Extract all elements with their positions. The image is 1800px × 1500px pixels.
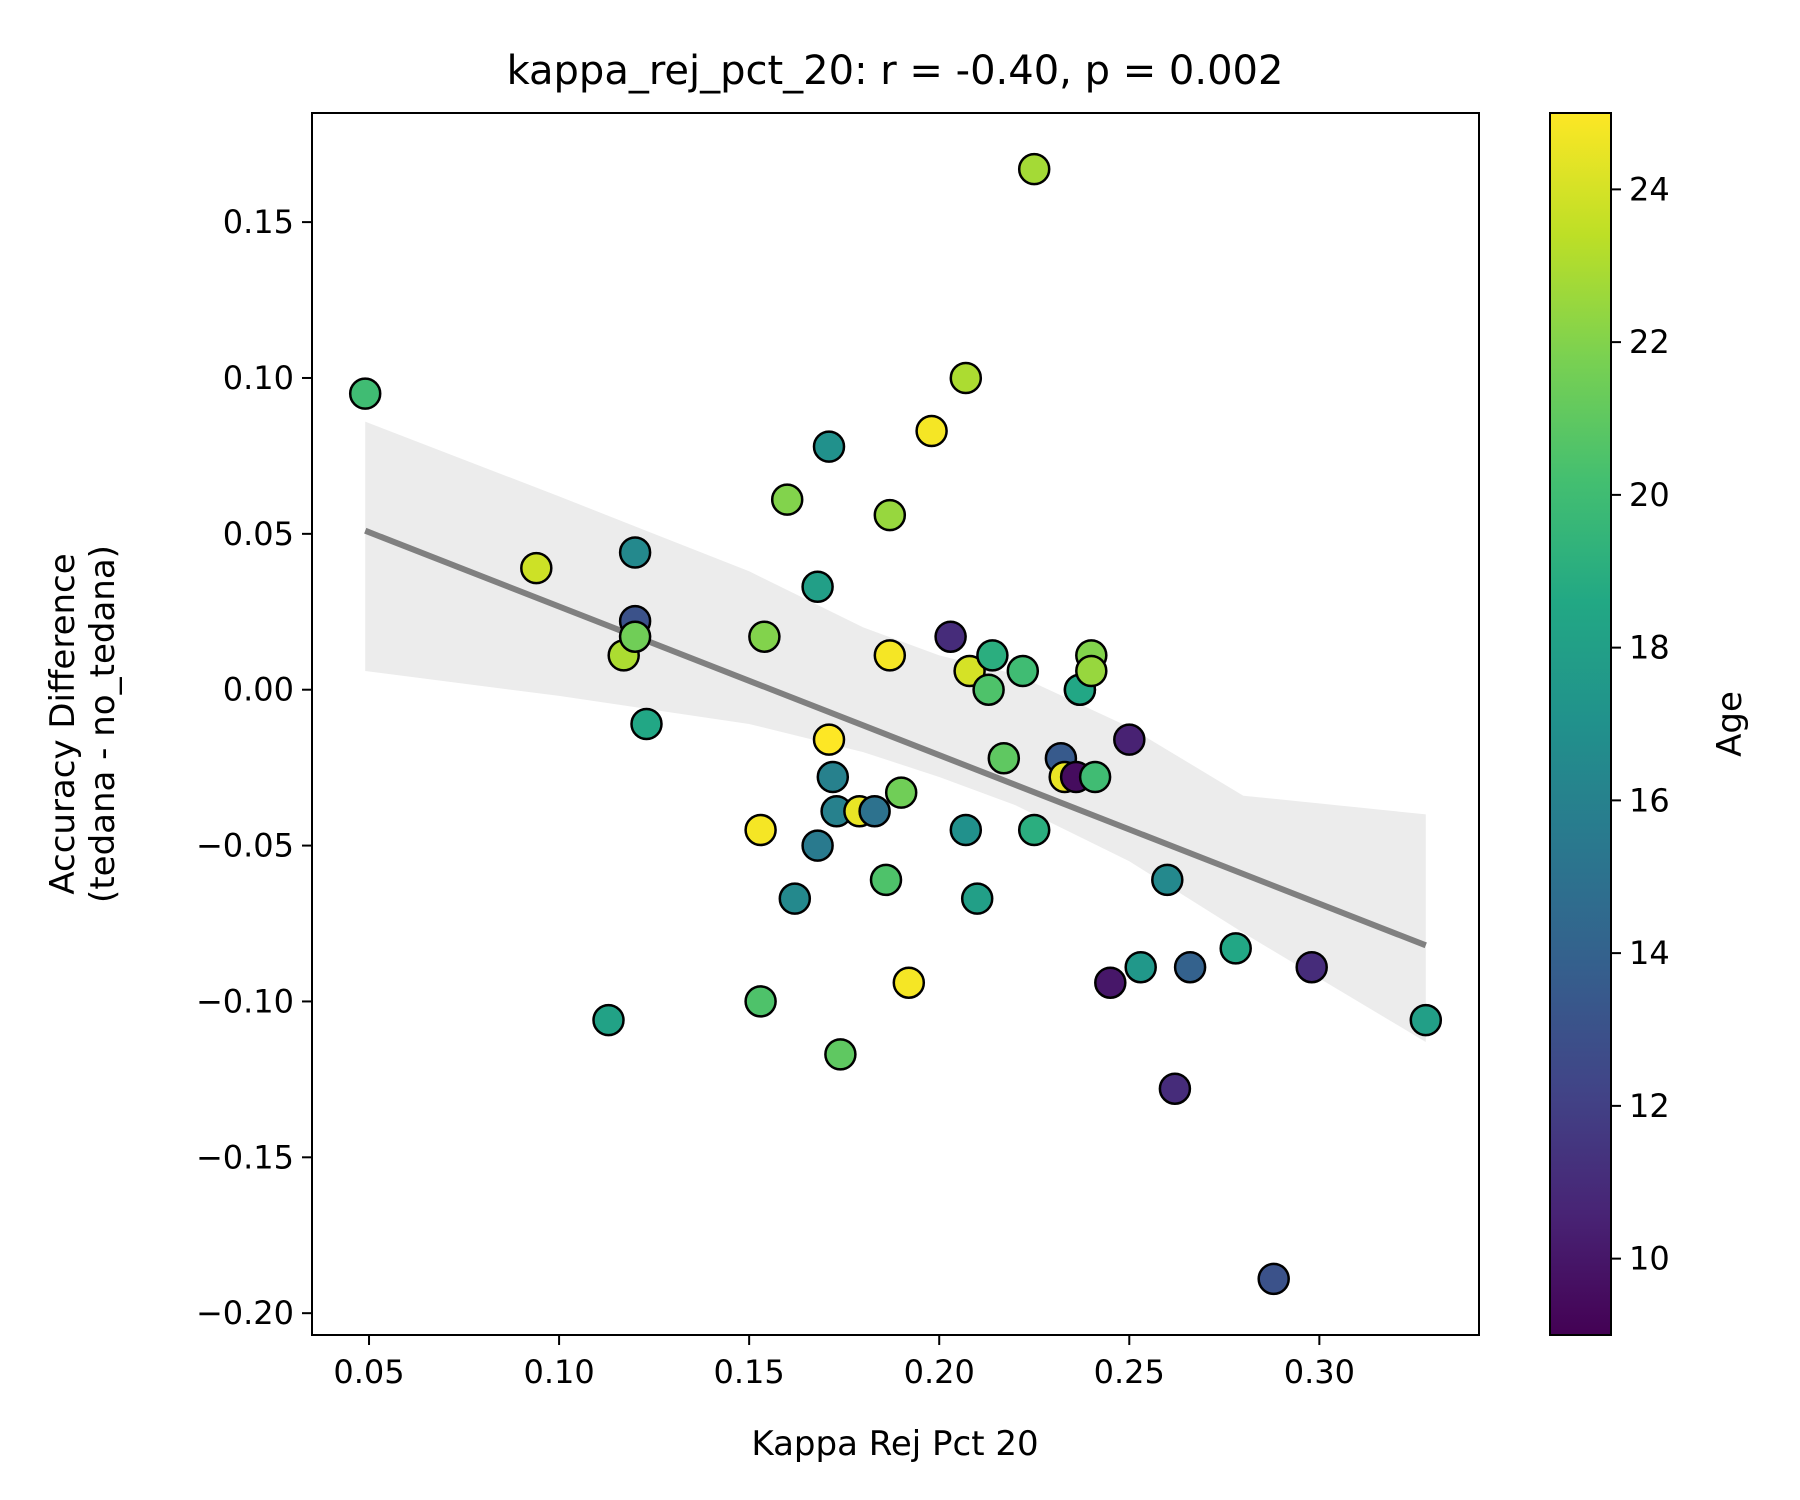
scatter-point	[592, 1003, 625, 1037]
y-tick-label: 0.00	[223, 671, 294, 709]
scatter-point	[1006, 654, 1040, 688]
plot-area	[311, 112, 1480, 1336]
x-tick-label: 0.20	[904, 1353, 975, 1391]
colorbar-tick-label: 14	[1629, 934, 1670, 972]
scatter-point	[1017, 152, 1051, 186]
scatter-point	[960, 882, 994, 915]
y-axis: 0.15 0.10 0.05 0.00 −0.05 −0.10 −0.15 −0.20	[196, 203, 312, 1332]
scatter-point	[915, 414, 948, 448]
y-tick-label: −0.10	[196, 982, 294, 1020]
scatter-point	[972, 673, 1005, 706]
scatter-point	[858, 795, 891, 828]
scatter-point	[1158, 1072, 1192, 1105]
x-axis: 0.05 0.10 0.15 0.20 0.25 0.30	[333, 1335, 1355, 1391]
colorbar-tick-label: 20	[1629, 476, 1670, 514]
x-axis-label: Kappa Rej Pct 20	[751, 1424, 1038, 1464]
confidence-band	[365, 421, 1426, 1043]
scatter-point	[949, 361, 983, 395]
scatter-point	[869, 863, 903, 897]
scatter-point	[1257, 1262, 1290, 1296]
scatter-point	[1219, 932, 1252, 965]
x-tick-label: 0.25	[1094, 1353, 1165, 1391]
x-tick-label: 0.30	[1284, 1353, 1355, 1391]
colorbar-gradient	[1549, 112, 1612, 1336]
scatter-point	[1173, 950, 1207, 984]
scatter-point	[1078, 760, 1112, 794]
y-tick-label: −0.15	[196, 1138, 294, 1176]
scatter-point	[1094, 966, 1127, 999]
colorbar-tick-label: 16	[1629, 781, 1670, 819]
scatter-point	[778, 882, 812, 915]
chart-title: kappa_rej_pct_20: r = -0.40, p = 0.002	[507, 48, 1284, 94]
colorbar-label: Age	[1710, 691, 1750, 757]
scatter-point	[884, 776, 918, 809]
scatter-point	[824, 1038, 857, 1071]
x-tick-label: 0.10	[523, 1353, 594, 1391]
scatter-point	[801, 570, 834, 604]
scatter-point	[816, 760, 850, 794]
scatter-point	[1409, 1003, 1443, 1037]
colorbar-tick-label: 10	[1629, 1240, 1670, 1278]
regression-line	[364, 527, 1427, 949]
scatter-point	[949, 813, 983, 847]
scatter-point	[892, 966, 926, 999]
x-tick-label: 0.15	[714, 1353, 785, 1391]
scatter-point	[934, 620, 967, 653]
scatter-point	[812, 430, 846, 463]
scatter-point	[812, 723, 846, 756]
y-tick-label: 0.05	[223, 515, 294, 553]
scatter-point	[987, 742, 1021, 775]
scatter-point	[770, 483, 804, 516]
y-tick-label: −0.20	[196, 1294, 294, 1332]
colorbar-tick-label: 18	[1629, 629, 1670, 667]
scatter-point	[976, 639, 1009, 672]
scatter-point	[873, 498, 907, 532]
y-axis-label-line2: (tedana - no_tedana)	[83, 545, 123, 903]
x-tick-label: 0.05	[333, 1353, 404, 1391]
scatter-point	[873, 639, 907, 672]
scatter-point	[1113, 723, 1146, 756]
scatter-point	[618, 536, 652, 569]
scatter-point	[801, 829, 834, 862]
y-tick-label: 0.10	[223, 359, 294, 397]
scatter-point	[1295, 950, 1328, 984]
scatter-point	[1075, 654, 1108, 688]
scatter-point	[744, 813, 777, 847]
y-axis-label-line1: Accuracy Difference	[43, 553, 83, 894]
scatter-point	[1124, 950, 1157, 984]
colorbar: 10 12 14 16 18 20 22 24 Age	[1549, 112, 1750, 1336]
scatter-point	[348, 377, 382, 410]
scatter-point	[1017, 813, 1051, 847]
y-tick-label: −0.05	[196, 827, 294, 865]
y-axis-label: Accuracy Difference (tedana - no_tedana)	[43, 545, 123, 903]
plot-frame	[311, 112, 1480, 1336]
scatter-point	[630, 707, 663, 741]
scatter-point	[1151, 863, 1184, 897]
scatter-point	[520, 551, 553, 585]
y-tick-label: 0.15	[223, 203, 294, 241]
colorbar-tick-label: 12	[1629, 1087, 1670, 1125]
scatter-point	[618, 620, 652, 653]
colorbar-tick-label: 24	[1629, 170, 1670, 208]
colorbar-tick-label: 22	[1629, 323, 1670, 361]
scatter-point	[748, 620, 781, 653]
scatter-point	[744, 985, 777, 1018]
